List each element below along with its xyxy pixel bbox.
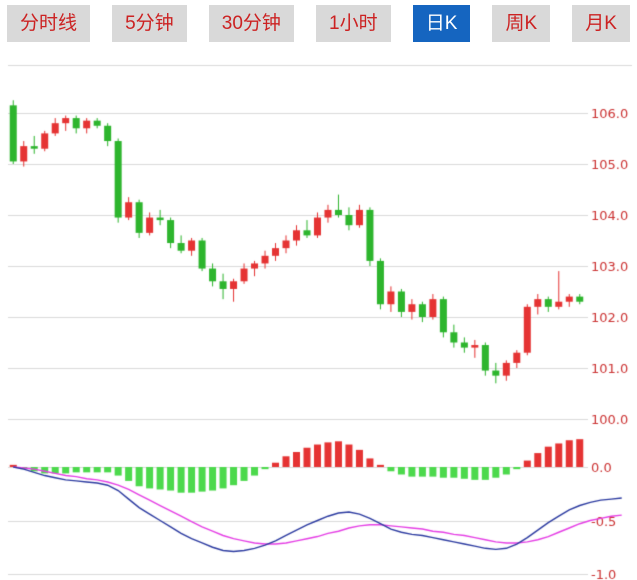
tab-5min[interactable]: 5分钟 [112, 5, 187, 42]
tab-1hour[interactable]: 1小时 [316, 5, 391, 42]
tab-time-share[interactable]: 分时线 [7, 5, 91, 42]
tab-weekly-k[interactable]: 周K [492, 5, 551, 42]
tab-daily-k[interactable]: 日K [412, 5, 471, 42]
interval-tabbar: 分时线 5分钟 30分钟 1小时 日K 周K 月K [0, 5, 637, 42]
tab-30min[interactable]: 30分钟 [208, 5, 294, 42]
tab-monthly-k[interactable]: 月K [572, 5, 630, 42]
